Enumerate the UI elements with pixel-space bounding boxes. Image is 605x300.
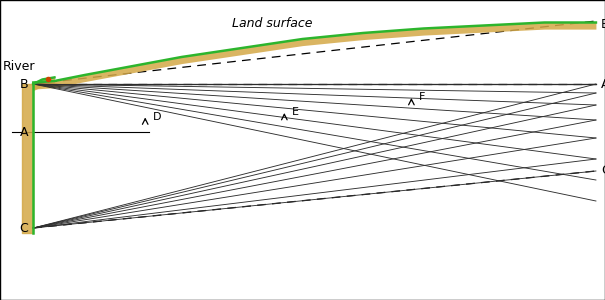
Text: A: A [20, 125, 28, 139]
Text: River: River [3, 61, 36, 74]
Text: B: B [20, 77, 28, 91]
Text: Land surface: Land surface [232, 17, 313, 30]
Text: C: C [20, 221, 28, 235]
Text: F: F [419, 92, 425, 102]
Text: D: D [152, 112, 161, 122]
Text: E: E [292, 107, 299, 117]
Text: B': B' [601, 18, 605, 31]
Text: C': C' [601, 164, 605, 178]
Text: A': A' [601, 77, 605, 91]
